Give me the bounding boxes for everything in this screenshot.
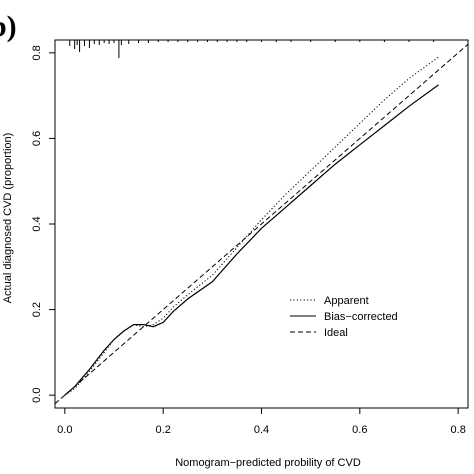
- y-tick-label: 0.8: [31, 45, 43, 60]
- series-line-apparent: [64, 56, 439, 396]
- y-axis: 0.0 0.2 0.4 0.6 0.8: [31, 45, 55, 403]
- legend-label-apparent: Apparent: [324, 295, 369, 307]
- legend-label-bias-corrected: Bias−corrected: [324, 311, 398, 323]
- x-tick-label: 0.6: [352, 424, 367, 436]
- y-tick-label: 0.0: [31, 388, 43, 403]
- rug-marks: [69, 40, 435, 58]
- legend-label-ideal: Ideal: [324, 327, 348, 339]
- legend: Apparent Bias−corrected Ideal: [290, 295, 398, 339]
- x-tick-label: 0.4: [254, 424, 269, 436]
- y-tick-label: 0.2: [31, 302, 43, 317]
- x-tick-label: 0.8: [451, 424, 466, 436]
- y-tick-label: 0.4: [31, 216, 43, 231]
- x-tick-label: 0.2: [156, 424, 171, 436]
- x-axis: 0.0 0.2 0.4 0.6 0.8: [57, 408, 466, 436]
- series-line-ideal: [54, 43, 469, 405]
- x-tick-label: 0.0: [57, 424, 72, 436]
- y-axis-title: Actual diagnosed CVD (proportion): [2, 133, 14, 304]
- panel-label: b): [0, 10, 17, 43]
- series-lines: [54, 43, 469, 405]
- series-line-bias-corrected: [64, 84, 439, 396]
- x-axis-title: Nomogram−predicted probility of CVD: [175, 457, 361, 469]
- y-tick-label: 0.6: [31, 131, 43, 146]
